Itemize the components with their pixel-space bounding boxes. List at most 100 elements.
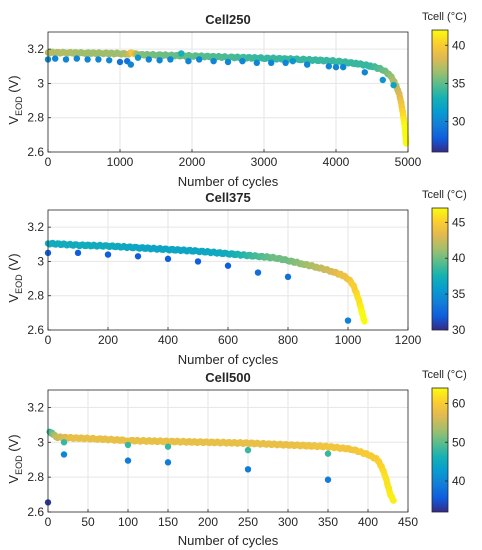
colorbar: 30 35 40 — [431, 29, 466, 153]
data-point — [124, 457, 132, 464]
chart-title: Cell500 — [205, 370, 251, 385]
plot-area: 0 200 400 600 800 1000 1200 2.6 2.8 3 3.2 — [27, 209, 422, 347]
x-axis-label: Number of cycles — [178, 174, 279, 189]
x-tick-label: 50 — [81, 515, 95, 529]
data-point — [106, 57, 113, 64]
data-point — [185, 57, 192, 65]
y-axis-label: VEOD (V) — [6, 253, 24, 302]
y-axis-label-main: V — [6, 294, 21, 303]
data-point — [178, 50, 185, 57]
data-point — [284, 273, 292, 281]
y-tick-label: 2.6 — [27, 323, 44, 337]
x-axis-label: Number of cycles — [178, 533, 279, 548]
y-axis-label-main: V — [6, 116, 21, 125]
y-tick-label: 3.2 — [27, 42, 44, 56]
plot-area: 0 50 100 150 200 250 300 350 400 450 2.6 2.8 3 3.2 — [27, 389, 418, 529]
data-point — [224, 262, 232, 269]
colorbar-tick-label: 60 — [452, 397, 466, 411]
data-point — [304, 61, 311, 68]
colorbar-tick-label: 35 — [452, 76, 466, 90]
x-tick-label: 2000 — [179, 155, 206, 169]
y-axis-label-main: V — [6, 475, 21, 484]
x-tick-label: 0 — [45, 333, 52, 347]
x-tick-label: 450 — [398, 515, 418, 529]
colorbar-tick-label: 45 — [452, 215, 466, 229]
y-tick-label: 2.8 — [27, 111, 44, 125]
y-tick-label: 2.6 — [27, 145, 44, 159]
data-point — [332, 63, 340, 71]
data-point — [74, 249, 82, 257]
colorbar: 40 50 60 — [431, 387, 466, 513]
data-point — [282, 59, 289, 67]
data-point — [60, 451, 68, 458]
x-axis-label: Number of cycles — [178, 352, 279, 367]
y-tick-label: 3.2 — [27, 220, 44, 234]
x-tick-label: 600 — [218, 333, 238, 347]
y-tick-label: 2.8 — [27, 470, 44, 484]
data-point — [361, 69, 368, 76]
x-tick-label: 400 — [358, 515, 378, 529]
data-point — [145, 56, 152, 63]
data-point — [164, 459, 172, 466]
data-point — [224, 58, 232, 66]
x-tick-label: 1000 — [335, 333, 362, 347]
chart-title: Cell250 — [205, 12, 251, 27]
colorbar-gradient — [431, 207, 449, 331]
data-point — [167, 56, 174, 63]
data-point — [340, 63, 347, 71]
data-point — [134, 54, 142, 61]
data-point — [84, 56, 91, 63]
data-point — [344, 317, 352, 324]
data-point — [210, 57, 217, 65]
y-tick-label: 2.8 — [27, 289, 44, 303]
data-point — [239, 57, 246, 65]
x-tick-label: 4000 — [323, 155, 350, 169]
plot-area: 0 1000 2000 3000 4000 5000 2.6 2.8 3 3.2 — [27, 31, 422, 169]
data-point — [104, 251, 112, 258]
data-point — [95, 56, 102, 63]
data-point — [289, 57, 296, 65]
data-point — [116, 58, 124, 66]
band-point — [403, 140, 410, 147]
axes-box — [47, 389, 409, 513]
y-axis-label-unit: (V) — [6, 434, 21, 455]
axes-box — [47, 31, 409, 153]
data-point — [164, 255, 172, 263]
y-axis-label: VEOD (V) — [6, 434, 24, 483]
data-point — [196, 56, 203, 63]
y-tick-label: 3.2 — [27, 400, 44, 414]
x-tick-label: 200 — [198, 515, 218, 529]
x-tick-label: 350 — [318, 515, 338, 529]
data-point — [324, 450, 332, 457]
data-point — [52, 55, 59, 62]
data-point — [268, 59, 275, 67]
x-tick-label: 250 — [238, 515, 258, 529]
x-tick-label: 1000 — [107, 155, 134, 169]
data-point — [325, 63, 332, 70]
colorbar-label: Tcell (°C) — [422, 189, 467, 201]
data-point — [194, 258, 202, 265]
data-point — [73, 55, 81, 62]
x-tick-label: 5000 — [395, 155, 422, 169]
colorbar-tick-label: 40 — [452, 474, 466, 488]
colorbar-label: Tcell (°C) — [422, 11, 467, 23]
y-axis-label-unit: (V) — [6, 75, 21, 96]
colorbar-tick-label: 35 — [452, 287, 466, 301]
x-tick-label: 100 — [118, 515, 138, 529]
data-point — [244, 466, 252, 473]
data-point — [244, 446, 252, 454]
colorbar-gradient — [431, 387, 449, 513]
x-tick-label: 200 — [98, 333, 118, 347]
chart-panel-cell250: Cell250 0 1000 2000 3000 4000 50002.62.833.2 … — [6, 11, 467, 189]
data-point — [164, 443, 172, 450]
x-tick-label: 3000 — [251, 155, 278, 169]
colorbar-tick-label: 40 — [452, 38, 466, 52]
x-tick-label: 0 — [45, 515, 52, 529]
chart-panel-cell375: Cell375 0 200 400 600 800 1000 12002.62.833.2 … — [6, 189, 467, 367]
y-axis-label-sub: EOD — [14, 274, 24, 294]
band-point — [390, 497, 397, 504]
y-tick-label: 3 — [37, 435, 44, 449]
colorbar-tick-label: 30 — [452, 115, 466, 129]
data-point — [379, 76, 386, 84]
